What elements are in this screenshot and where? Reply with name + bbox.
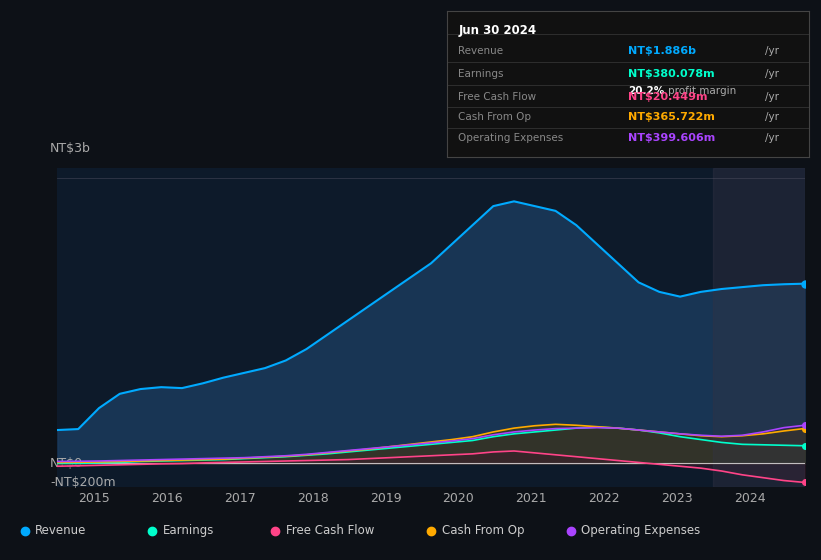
Text: Earnings: Earnings xyxy=(163,524,214,538)
Text: NT$0: NT$0 xyxy=(50,457,83,470)
Text: /yr: /yr xyxy=(765,113,779,123)
Text: NT$20.449m: NT$20.449m xyxy=(628,92,708,102)
Text: profit margin: profit margin xyxy=(667,86,736,96)
Text: NT$3b: NT$3b xyxy=(50,142,91,155)
Text: NT$380.078m: NT$380.078m xyxy=(628,69,715,79)
Text: Operating Expenses: Operating Expenses xyxy=(458,133,563,143)
Text: NT$365.722m: NT$365.722m xyxy=(628,113,715,123)
Text: /yr: /yr xyxy=(765,92,779,102)
Text: /yr: /yr xyxy=(765,45,779,55)
Text: Revenue: Revenue xyxy=(458,45,503,55)
Text: Operating Expenses: Operating Expenses xyxy=(581,524,700,538)
Text: NT$1.886b: NT$1.886b xyxy=(628,45,696,55)
Bar xyxy=(713,168,805,487)
Text: -NT$200m: -NT$200m xyxy=(50,476,116,489)
Text: Cash From Op: Cash From Op xyxy=(458,113,531,123)
Text: 20.2%: 20.2% xyxy=(628,86,664,96)
Text: Revenue: Revenue xyxy=(35,524,87,538)
Text: Cash From Op: Cash From Op xyxy=(442,524,524,538)
Text: Jun 30 2024: Jun 30 2024 xyxy=(458,24,536,38)
Text: Earnings: Earnings xyxy=(458,69,504,79)
Text: /yr: /yr xyxy=(765,133,779,143)
Text: /yr: /yr xyxy=(765,69,779,79)
Text: NT$399.606m: NT$399.606m xyxy=(628,133,715,143)
Text: Free Cash Flow: Free Cash Flow xyxy=(286,524,374,538)
Text: Free Cash Flow: Free Cash Flow xyxy=(458,92,536,102)
